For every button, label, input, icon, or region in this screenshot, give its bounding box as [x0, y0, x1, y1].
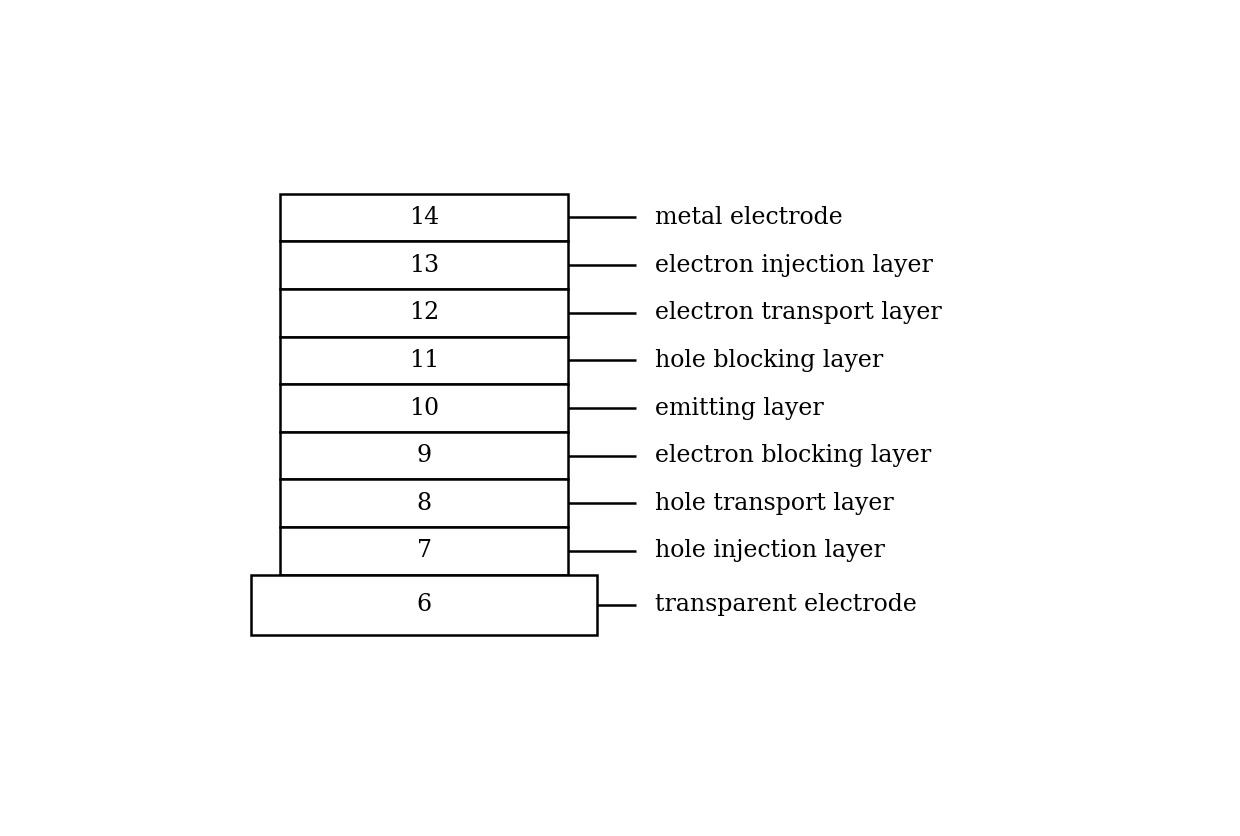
Text: 7: 7 [417, 539, 432, 563]
Text: hole transport layer: hole transport layer [655, 492, 894, 515]
Bar [250, 574, 596, 635]
Text: hole blocking layer: hole blocking layer [655, 349, 883, 372]
Text: emitting layer: emitting layer [655, 396, 823, 420]
Bar [280, 480, 568, 528]
Bar [280, 242, 568, 289]
Bar [280, 432, 568, 480]
Text: electron blocking layer: electron blocking layer [655, 444, 931, 467]
Bar [280, 385, 568, 432]
Text: 12: 12 [409, 301, 439, 324]
Bar [280, 194, 568, 242]
Text: 10: 10 [409, 396, 439, 420]
Text: transparent electrode: transparent electrode [655, 594, 916, 616]
Text: 8: 8 [417, 492, 432, 515]
Text: hole injection layer: hole injection layer [655, 539, 884, 563]
Text: 9: 9 [417, 444, 432, 467]
Text: 14: 14 [409, 206, 439, 229]
Bar [280, 337, 568, 385]
Text: metal electrode: metal electrode [655, 206, 842, 229]
Bar [280, 528, 568, 574]
Text: 11: 11 [409, 349, 439, 372]
Text: electron transport layer: electron transport layer [655, 301, 941, 324]
Text: 13: 13 [409, 253, 439, 277]
Bar [280, 289, 568, 337]
Text: electron injection layer: electron injection layer [655, 253, 932, 277]
Text: 6: 6 [417, 594, 432, 616]
